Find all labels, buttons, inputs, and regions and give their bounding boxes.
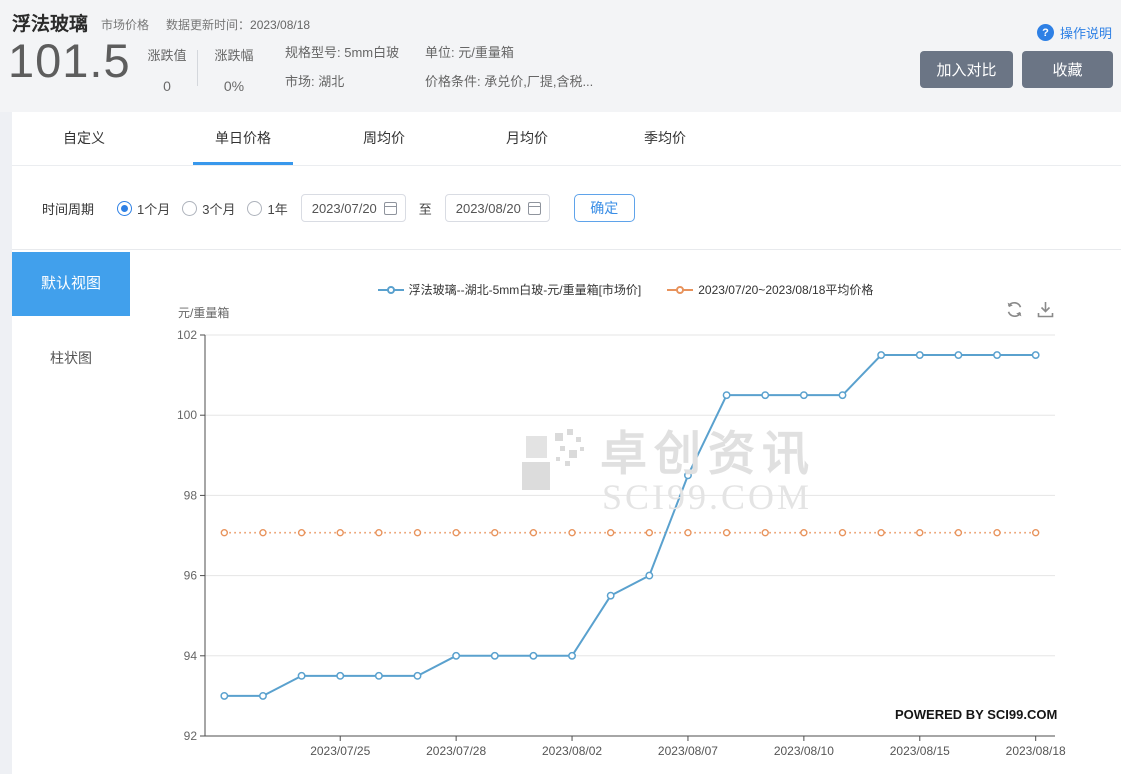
time-filter-bar: 时间周期 1个月 3个月 1年 2023/07/20 至 2023/08/20 … <box>12 166 1121 250</box>
calendar-icon[interactable] <box>383 201 397 215</box>
favorite-button[interactable]: 收藏 <box>1022 51 1113 88</box>
radio-1year[interactable]: 1年 <box>247 199 288 218</box>
spec-info: 规格型号: 5mm白玻 市场: 湖北 <box>285 44 399 90</box>
product-title: 浮法玻璃 <box>12 14 89 35</box>
help-label[interactable]: 操作说明 <box>1059 26 1112 41</box>
price-type-tabbar: 自定义 单日价格 周均价 月均价 季均价 <box>12 112 1121 166</box>
radio-3month-icon[interactable] <box>182 200 198 216</box>
svg-text:2023/07/28: 2023/07/28 <box>426 744 486 758</box>
chart-toolbar <box>1005 300 1055 319</box>
radio-3month[interactable]: 3个月 <box>182 199 235 218</box>
spec-line: 规格型号: 5mm白玻 <box>285 45 400 60</box>
help-link[interactable]: ? 操作说明 <box>1036 23 1112 42</box>
svg-text:2023/08/07: 2023/08/07 <box>658 744 718 758</box>
sidebar-item-default-view[interactable]: 默认视图 <box>12 252 130 316</box>
unit-line: 单位: 元/重量箱 <box>425 45 514 60</box>
svg-text:94: 94 <box>184 649 198 663</box>
legend-series-price[interactable]: 浮法玻璃--湖北-5mm白玻-元/重量箱[市场价] <box>377 281 641 298</box>
change-pct-block: 涨跌幅 0% <box>214 48 254 94</box>
refresh-icon[interactable] <box>1005 300 1024 319</box>
market-line: 市场: 湖北 <box>285 74 345 89</box>
tab-weekly-avg[interactable]: 周均价 <box>363 130 405 146</box>
sidebar-item-bar-chart[interactable]: 柱状图 <box>50 350 92 366</box>
period-label: 时间周期 <box>42 201 95 217</box>
view-sidebar: 默认视图 柱状图 <box>12 250 130 774</box>
unit-info: 单位: 元/重量箱 价格条件: 承兑价,厂提,含税... <box>425 44 593 90</box>
condition-line: 价格条件: 承兑价,厂提,含税... <box>425 74 594 89</box>
divider <box>197 50 198 86</box>
add-compare-button[interactable]: 加入对比 <box>920 51 1013 88</box>
svg-text:98: 98 <box>184 488 198 502</box>
line-marker-icon <box>667 285 694 294</box>
legend-series-average[interactable]: 2023/07/20~2023/08/18平均价格 <box>667 281 873 298</box>
line-marker-icon <box>377 285 404 294</box>
price-chart[interactable]: 92 94 96 98 100 102 2023/07/25 2023/07/28 2023/0… <box>130 250 1121 774</box>
tab-custom[interactable]: 自定义 <box>63 130 105 146</box>
svg-text:2023/08/18: 2023/08/18 <box>1006 744 1066 758</box>
to-label: 至 <box>418 201 432 217</box>
question-icon[interactable]: ? <box>1036 24 1054 41</box>
data-update-time: 数据更新时间：2023/08/18 <box>166 18 311 32</box>
svg-text:96: 96 <box>184 569 198 583</box>
page-header: 浮法玻璃 市场价格 数据更新时间：2023/08/18 101.5 涨跌值 0 … <box>0 0 1121 112</box>
end-date-input[interactable]: 2023/08/20 <box>444 194 550 222</box>
tab-daily-price[interactable]: 单日价格 <box>193 112 293 165</box>
current-price: 101.5 <box>8 34 131 87</box>
radio-1month[interactable]: 1个月 <box>117 199 170 218</box>
tab-monthly-avg[interactable]: 月均价 <box>506 130 548 146</box>
svg-text:2023/08/02: 2023/08/02 <box>542 744 602 758</box>
calendar-icon[interactable] <box>527 201 541 215</box>
svg-text:2023/08/10: 2023/08/10 <box>774 744 834 758</box>
tab-quarterly-avg[interactable]: 季均价 <box>644 130 686 146</box>
radio-1month-icon[interactable] <box>117 200 133 216</box>
chart-legend: 浮法玻璃--湖北-5mm白玻-元/重量箱[市场价] 2023/07/20~202… <box>130 281 1121 298</box>
svg-text:92: 92 <box>184 729 198 743</box>
svg-text:2023/07/25: 2023/07/25 <box>310 744 370 758</box>
market-price-label: 市场价格 <box>101 18 150 32</box>
svg-text:102: 102 <box>177 328 197 342</box>
start-date-input[interactable]: 2023/07/20 <box>300 194 406 222</box>
y-axis-title: 元/重量箱 <box>178 306 230 320</box>
svg-text:2023/08/15: 2023/08/15 <box>890 744 950 758</box>
confirm-button[interactable]: 确定 <box>573 194 635 222</box>
change-value-block: 涨跌值 0 <box>147 48 187 94</box>
svg-text:100: 100 <box>177 408 197 422</box>
download-icon[interactable] <box>1036 300 1055 319</box>
powered-by-label: POWERED BY SCI99.COM <box>895 707 1058 722</box>
radio-1year-icon[interactable] <box>247 200 263 216</box>
chart-panel: 浮法玻璃--湖北-5mm白玻-元/重量箱[市场价] 2023/07/20~202… <box>130 250 1121 774</box>
